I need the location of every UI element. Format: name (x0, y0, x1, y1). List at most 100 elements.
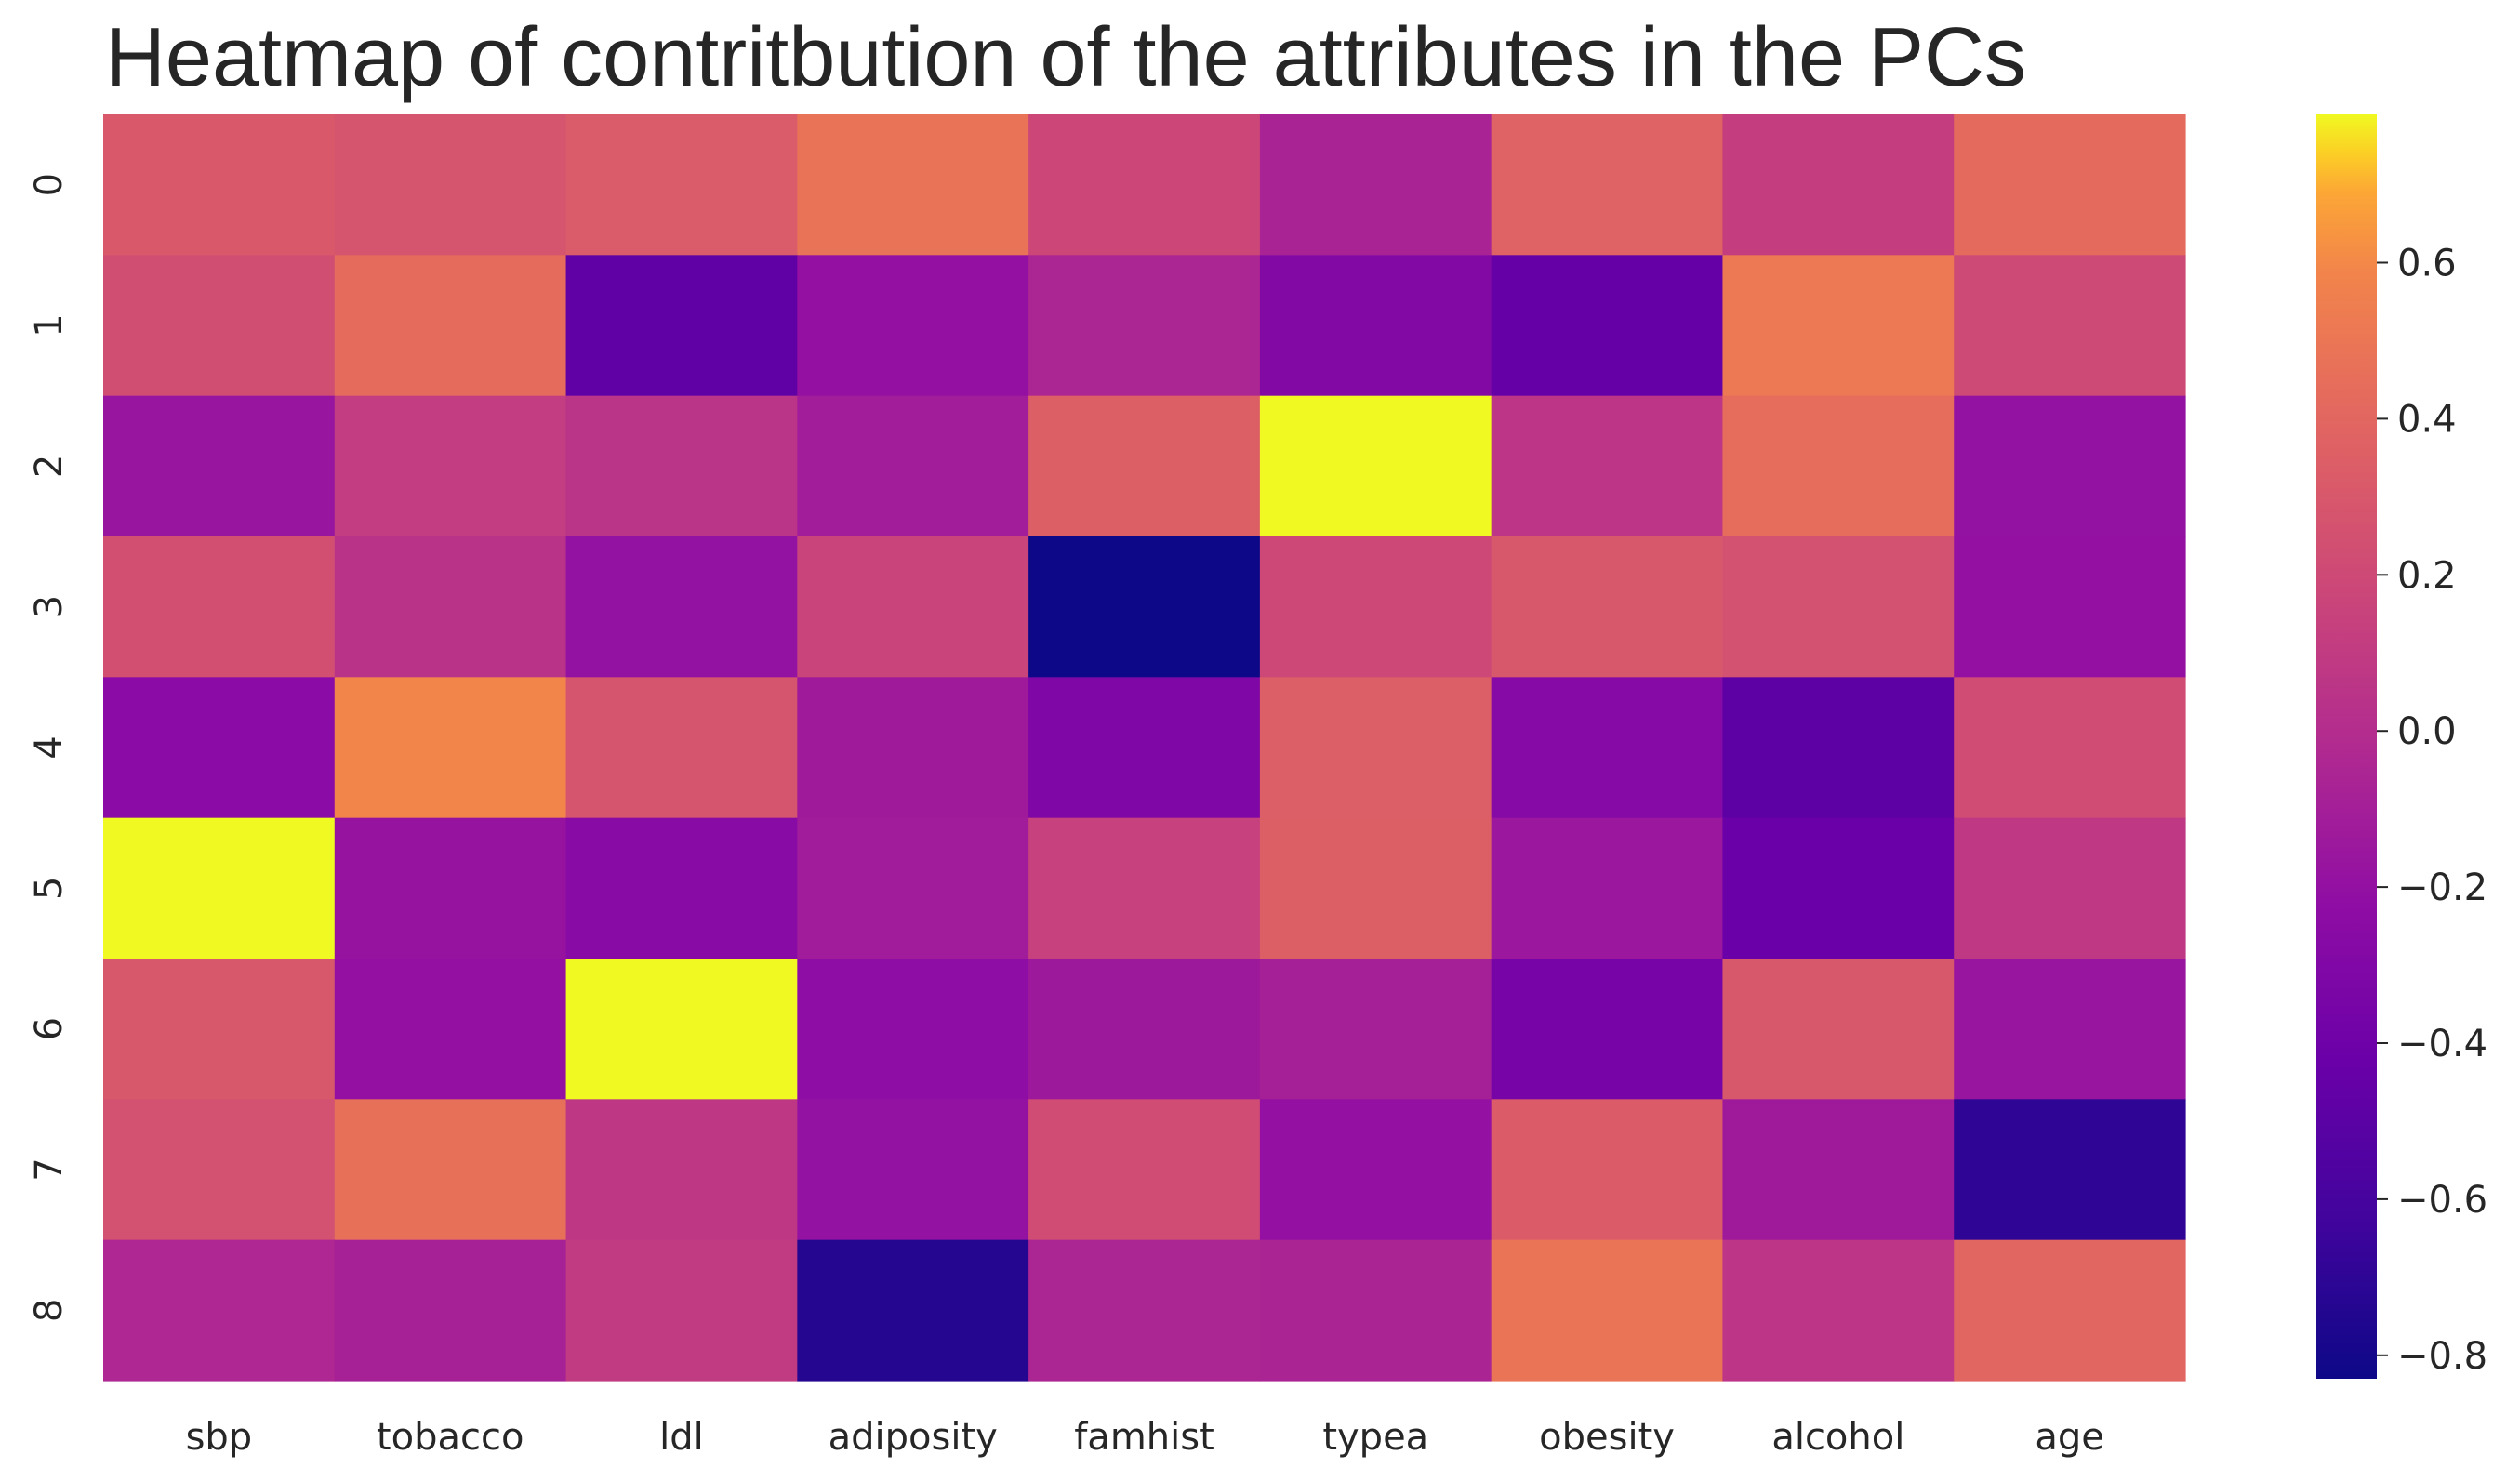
heatmap-cell-r0-c4 (1028, 114, 1261, 256)
colorbar-tick-label-0: −0.8 (2397, 1335, 2487, 1378)
heatmap-cell-r0-c0 (103, 114, 336, 256)
colorbar-tick-label-2: −0.4 (2397, 1023, 2487, 1065)
x-tick-label-typea: typea (1322, 1416, 1428, 1459)
heatmap-cell-r7-c1 (334, 1099, 567, 1241)
heatmap-cell-r7-c6 (1491, 1099, 1724, 1241)
y-tick-label-0: 0 (28, 173, 71, 196)
heatmap-cell-r0-c6 (1491, 114, 1724, 256)
heatmap-cell-r1-c5 (1259, 255, 1492, 397)
colorbar-tick-label-5: 0.2 (2397, 554, 2457, 597)
heatmap-cell-r3-c7 (1722, 536, 1955, 678)
heatmap-cell-r8-c7 (1722, 1239, 1955, 1382)
y-tick-label-2: 2 (28, 455, 71, 478)
heatmap-cell-r1-c2 (565, 255, 798, 397)
heatmap-cell-r2-c8 (1954, 395, 2186, 537)
heatmap-cell-r1-c1 (334, 255, 567, 397)
heatmap-cell-r5-c7 (1722, 817, 1955, 959)
heatmap-cell-r7-c7 (1722, 1099, 1955, 1241)
heatmap-cell-r7-c0 (103, 1099, 336, 1241)
heatmap-cell-r6-c0 (103, 959, 336, 1100)
heatmap-cell-r8-c5 (1259, 1239, 1492, 1382)
heatmap-cell-r7-c5 (1259, 1099, 1492, 1241)
heatmap-cell-r4-c4 (1028, 677, 1261, 819)
heatmap-cell-r1-c7 (1722, 255, 1955, 397)
x-tick-label-ldl: ldl (659, 1416, 704, 1459)
heatmap-cell-r1-c3 (797, 255, 1029, 397)
heatmap-cell-r3-c4 (1028, 536, 1261, 678)
heatmap-cell-r3-c0 (103, 536, 336, 678)
heatmap-cell-r8-c3 (797, 1239, 1029, 1382)
heatmap-cell-r1-c8 (1954, 255, 2186, 397)
colorbar-tick-label-1: −0.6 (2397, 1179, 2487, 1222)
heatmap-cell-r3-c6 (1491, 536, 1724, 678)
heatmap-cell-r2-c7 (1722, 395, 1955, 537)
heatmap-cell-r4-c0 (103, 677, 336, 819)
heatmap-cell-r4-c3 (797, 677, 1029, 819)
heatmap-cell-r4-c1 (334, 677, 567, 819)
heatmap-cell-r3-c5 (1259, 536, 1492, 678)
x-axis-tick-labels: sbp tobacco ldl adiposity famhist typea obesit… (186, 1416, 2104, 1459)
y-tick-label-6: 6 (28, 1017, 71, 1040)
colorbar-tick-label-7: 0.6 (2397, 243, 2457, 285)
heatmap-cell-r8-c0 (103, 1239, 336, 1382)
heatmap-cell-r0-c8 (1954, 114, 2186, 256)
heatmap-cell-r8-c8 (1954, 1239, 2186, 1382)
x-tick-label-tobacco: tobacco (377, 1416, 524, 1459)
heatmap-cell-r2-c3 (797, 395, 1029, 537)
heatmap-cell-r4-c5 (1259, 677, 1492, 819)
colorbar-tick-label-4: 0.0 (2397, 710, 2457, 753)
heatmap-cell-r5-c1 (334, 817, 567, 959)
heatmap-cell-r2-c1 (334, 395, 567, 537)
heatmap-cell-r8-c1 (334, 1239, 567, 1382)
heatmap-cell-r2-c5 (1259, 395, 1492, 537)
heatmap-cell-r5-c6 (1491, 817, 1724, 959)
heatmap-cell-r4-c8 (1954, 677, 2186, 819)
y-axis-tick-labels: 0 1 2 3 4 5 6 7 8 (28, 173, 71, 1322)
heatmap-cell-r3-c3 (797, 536, 1029, 678)
y-tick-label-5: 5 (28, 877, 71, 900)
x-tick-label-obesity: obesity (1539, 1416, 1675, 1459)
colorbar-ticks: −0.8 −0.6 −0.4 −0.2 0.0 0.2 0.4 0.6 (2377, 243, 2487, 1378)
heatmap-cell-r0-c1 (334, 114, 567, 256)
heatmap-cell-r5-c8 (1954, 817, 2186, 959)
heatmap-cell-r2-c6 (1491, 395, 1724, 537)
heatmap-cell-r3-c8 (1954, 536, 2186, 678)
colorbar (2316, 114, 2377, 1379)
heatmap-cell-r5-c5 (1259, 817, 1492, 959)
heatmap-cell-r2-c0 (103, 395, 336, 537)
x-tick-label-age: age (2035, 1416, 2104, 1459)
heatmap-cell-r4-c7 (1722, 677, 1955, 819)
heatmap-cell-r6-c5 (1259, 959, 1492, 1100)
heatmap-cell-r5-c2 (565, 817, 798, 959)
heatmap-cell-r0-c3 (797, 114, 1029, 256)
heatmap-cell-r7-c3 (797, 1099, 1029, 1241)
y-tick-label-3: 3 (28, 595, 71, 618)
heatmap-cell-r6-c2 (565, 959, 798, 1100)
heatmap-cell-r3-c2 (565, 536, 798, 678)
heatmap-cell-r2-c4 (1028, 395, 1261, 537)
heatmap-cell-r4-c6 (1491, 677, 1724, 819)
heatmap-cell-r0-c5 (1259, 114, 1492, 256)
heatmap-cell-r0-c7 (1722, 114, 1955, 256)
heatmap-cell-r5-c3 (797, 817, 1029, 959)
y-tick-label-1: 1 (28, 313, 71, 337)
x-tick-label-alcohol: alcohol (1771, 1416, 1904, 1459)
heatmap-cell-r6-c7 (1722, 959, 1955, 1100)
heatmap-cell-r8-c4 (1028, 1239, 1261, 1382)
chart-title: Heatmap of contritbution of the attribut… (105, 11, 2026, 104)
heatmap-cell-r7-c4 (1028, 1099, 1261, 1241)
heatmap-cell-r6-c3 (797, 959, 1029, 1100)
heatmap-cell-r8-c2 (565, 1239, 798, 1382)
heatmap-cell-r6-c8 (1954, 959, 2186, 1100)
x-tick-label-famhist: famhist (1074, 1416, 1214, 1459)
heatmap-cell-r1-c0 (103, 255, 336, 397)
heatmap-cell-r1-c6 (1491, 255, 1724, 397)
heatmap-cell-r8-c6 (1491, 1239, 1724, 1382)
heatmap-cell-r5-c0 (103, 817, 336, 959)
heatmap-cell-r7-c2 (565, 1099, 798, 1241)
heatmap-cell-r2-c2 (565, 395, 798, 537)
heatmap-cells (103, 114, 2186, 1382)
y-tick-label-8: 8 (28, 1299, 71, 1322)
heatmap-cell-r3-c1 (334, 536, 567, 678)
